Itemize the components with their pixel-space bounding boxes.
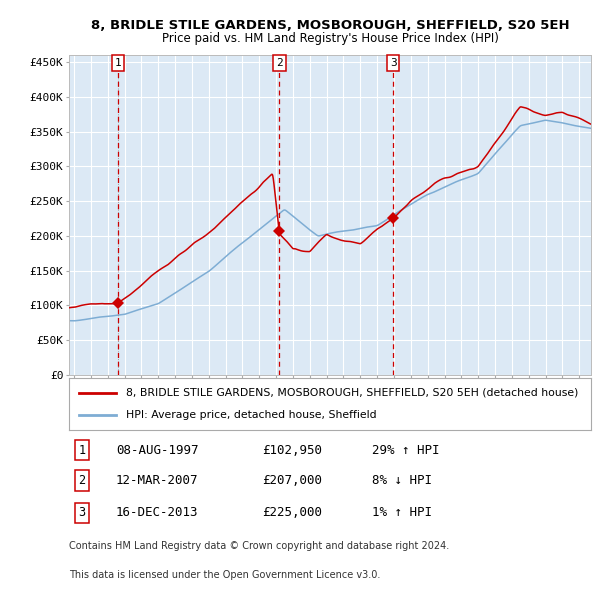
Text: 1: 1: [79, 444, 86, 457]
Text: 1: 1: [115, 58, 121, 68]
Text: HPI: Average price, detached house, Sheffield: HPI: Average price, detached house, Shef…: [127, 411, 377, 421]
Text: 12-MAR-2007: 12-MAR-2007: [116, 474, 199, 487]
Text: Price paid vs. HM Land Registry's House Price Index (HPI): Price paid vs. HM Land Registry's House …: [161, 32, 499, 45]
Text: 08-AUG-1997: 08-AUG-1997: [116, 444, 199, 457]
Text: 2: 2: [276, 58, 283, 68]
Text: £207,000: £207,000: [262, 474, 322, 487]
Text: 3: 3: [79, 506, 86, 519]
Text: 3: 3: [390, 58, 397, 68]
Text: £102,950: £102,950: [262, 444, 322, 457]
Text: Contains HM Land Registry data © Crown copyright and database right 2024.: Contains HM Land Registry data © Crown c…: [69, 540, 449, 550]
Text: 1% ↑ HPI: 1% ↑ HPI: [372, 506, 432, 519]
Text: 8, BRIDLE STILE GARDENS, MOSBOROUGH, SHEFFIELD, S20 5EH (detached house): 8, BRIDLE STILE GARDENS, MOSBOROUGH, SHE…: [127, 388, 579, 398]
Text: This data is licensed under the Open Government Licence v3.0.: This data is licensed under the Open Gov…: [69, 570, 380, 580]
Text: 2: 2: [79, 474, 86, 487]
Text: 16-DEC-2013: 16-DEC-2013: [116, 506, 199, 519]
Text: 29% ↑ HPI: 29% ↑ HPI: [372, 444, 439, 457]
Text: 8, BRIDLE STILE GARDENS, MOSBOROUGH, SHEFFIELD, S20 5EH: 8, BRIDLE STILE GARDENS, MOSBOROUGH, SHE…: [91, 19, 569, 32]
Text: £225,000: £225,000: [262, 506, 322, 519]
Text: 8% ↓ HPI: 8% ↓ HPI: [372, 474, 432, 487]
